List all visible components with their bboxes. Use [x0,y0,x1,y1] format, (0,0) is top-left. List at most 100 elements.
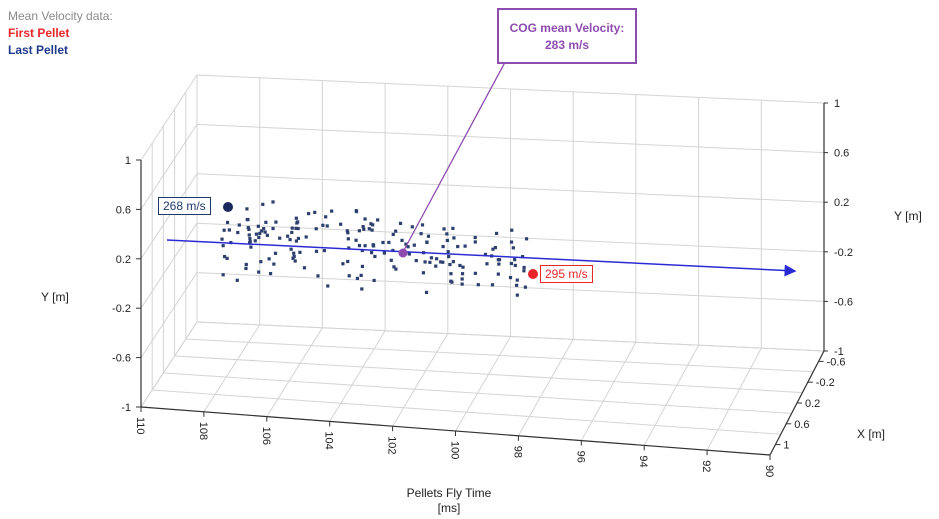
data-point [339,222,343,226]
time-tick-label: 90 [763,465,775,477]
y-left-tick-label: -1 [121,402,131,414]
data-point [222,228,226,232]
data-point [460,272,465,276]
data-point [424,290,429,294]
data-point [265,233,269,237]
data-point [262,227,266,231]
data-point [314,227,318,231]
data-point [412,243,416,247]
data-point [425,240,429,244]
data-point [306,211,311,216]
depth-tick-label: 0.2 [805,398,820,410]
data-point [313,210,317,215]
floor-gridline-x [196,321,825,352]
data-point [449,272,453,276]
back-wall-gridline-h [196,173,825,203]
data-point [326,284,330,288]
data-point [302,266,307,270]
data-point [289,247,293,251]
depth-tick-label: 1 [783,440,789,452]
first-pellet-velocity-tag: 295 m/s [540,265,593,283]
data-point [247,233,251,237]
floor-gridline-x [163,372,792,414]
side-wall-gridline-h [140,124,198,210]
floor-gridline-t [392,333,449,427]
data-point [296,220,300,224]
side-wall-gridline-h [140,173,198,260]
data-point [448,262,452,267]
data-point [292,254,296,259]
data-point [221,244,225,248]
data-point [246,217,250,222]
time-tick-label: 98 [511,446,523,458]
cog-callout-title: COG mean Velocity: [509,21,625,35]
data-point [394,267,398,271]
side-wall-gridline-h [140,74,198,161]
data-point [381,240,385,245]
data-point [257,270,261,274]
data-point [439,260,443,264]
last-pellet-marker [223,202,233,212]
data-point [398,221,403,225]
floor-gridline-t [455,336,511,432]
data-point [261,202,265,206]
y-left-tick-label: 0.6 [116,204,131,216]
data-point [363,244,367,248]
floor-gridline-t [203,324,261,413]
legend-first-pellet: First Pellet [8,26,70,40]
data-point [357,244,362,248]
data-point [324,215,328,219]
floor-gridline-x [152,389,781,435]
y-left-tick-label: -0.2 [112,303,131,315]
data-point [225,220,230,225]
cog-marker [398,248,408,258]
data-point [363,217,367,221]
data-point [354,238,358,242]
data-point [451,260,455,264]
data-point [423,260,427,264]
time-tick-label: 106 [260,427,272,445]
x-axis-label-line1: Pellets Fly Time [406,486,492,500]
data-point [513,258,517,262]
data-point [355,276,360,280]
data-point [521,255,525,259]
y-right-tick-label: -0.2 [834,247,853,259]
data-point [292,251,296,255]
cog-leader-line [402,37,519,253]
data-point [362,227,366,231]
data-point [483,252,488,257]
data-point [445,238,449,243]
data-point [400,238,404,243]
data-point [220,237,224,241]
data-point [463,244,467,248]
data-point [419,232,423,236]
y-right-tick-label: -0.6 [834,296,853,308]
data-point [449,279,453,283]
data-point [491,247,495,251]
legend: Mean Velocity data: First Pellet Last Pe… [8,8,113,59]
data-point [346,237,350,241]
data-point [394,229,398,233]
data-point [288,238,292,242]
cog-callout: COG mean Velocity: 283 m/s [497,8,637,64]
side-wall-gridline-h [140,321,198,408]
data-point [508,275,513,280]
data-point [452,236,456,240]
data-point [290,226,294,230]
data-point [509,240,514,244]
data-point [410,225,414,229]
data-point [404,242,408,246]
y-left-tick-label: 0.2 [116,254,131,266]
data-point [473,240,477,244]
data-point [341,262,345,266]
data-point [476,283,480,287]
data-point [267,257,271,261]
data-point [511,246,515,250]
last-pellet-velocity-tag: 268 m/s [158,197,211,215]
data-point [360,248,364,253]
data-point [254,232,258,236]
data-point [357,229,361,233]
data-point [494,231,499,236]
data-point [274,220,278,224]
